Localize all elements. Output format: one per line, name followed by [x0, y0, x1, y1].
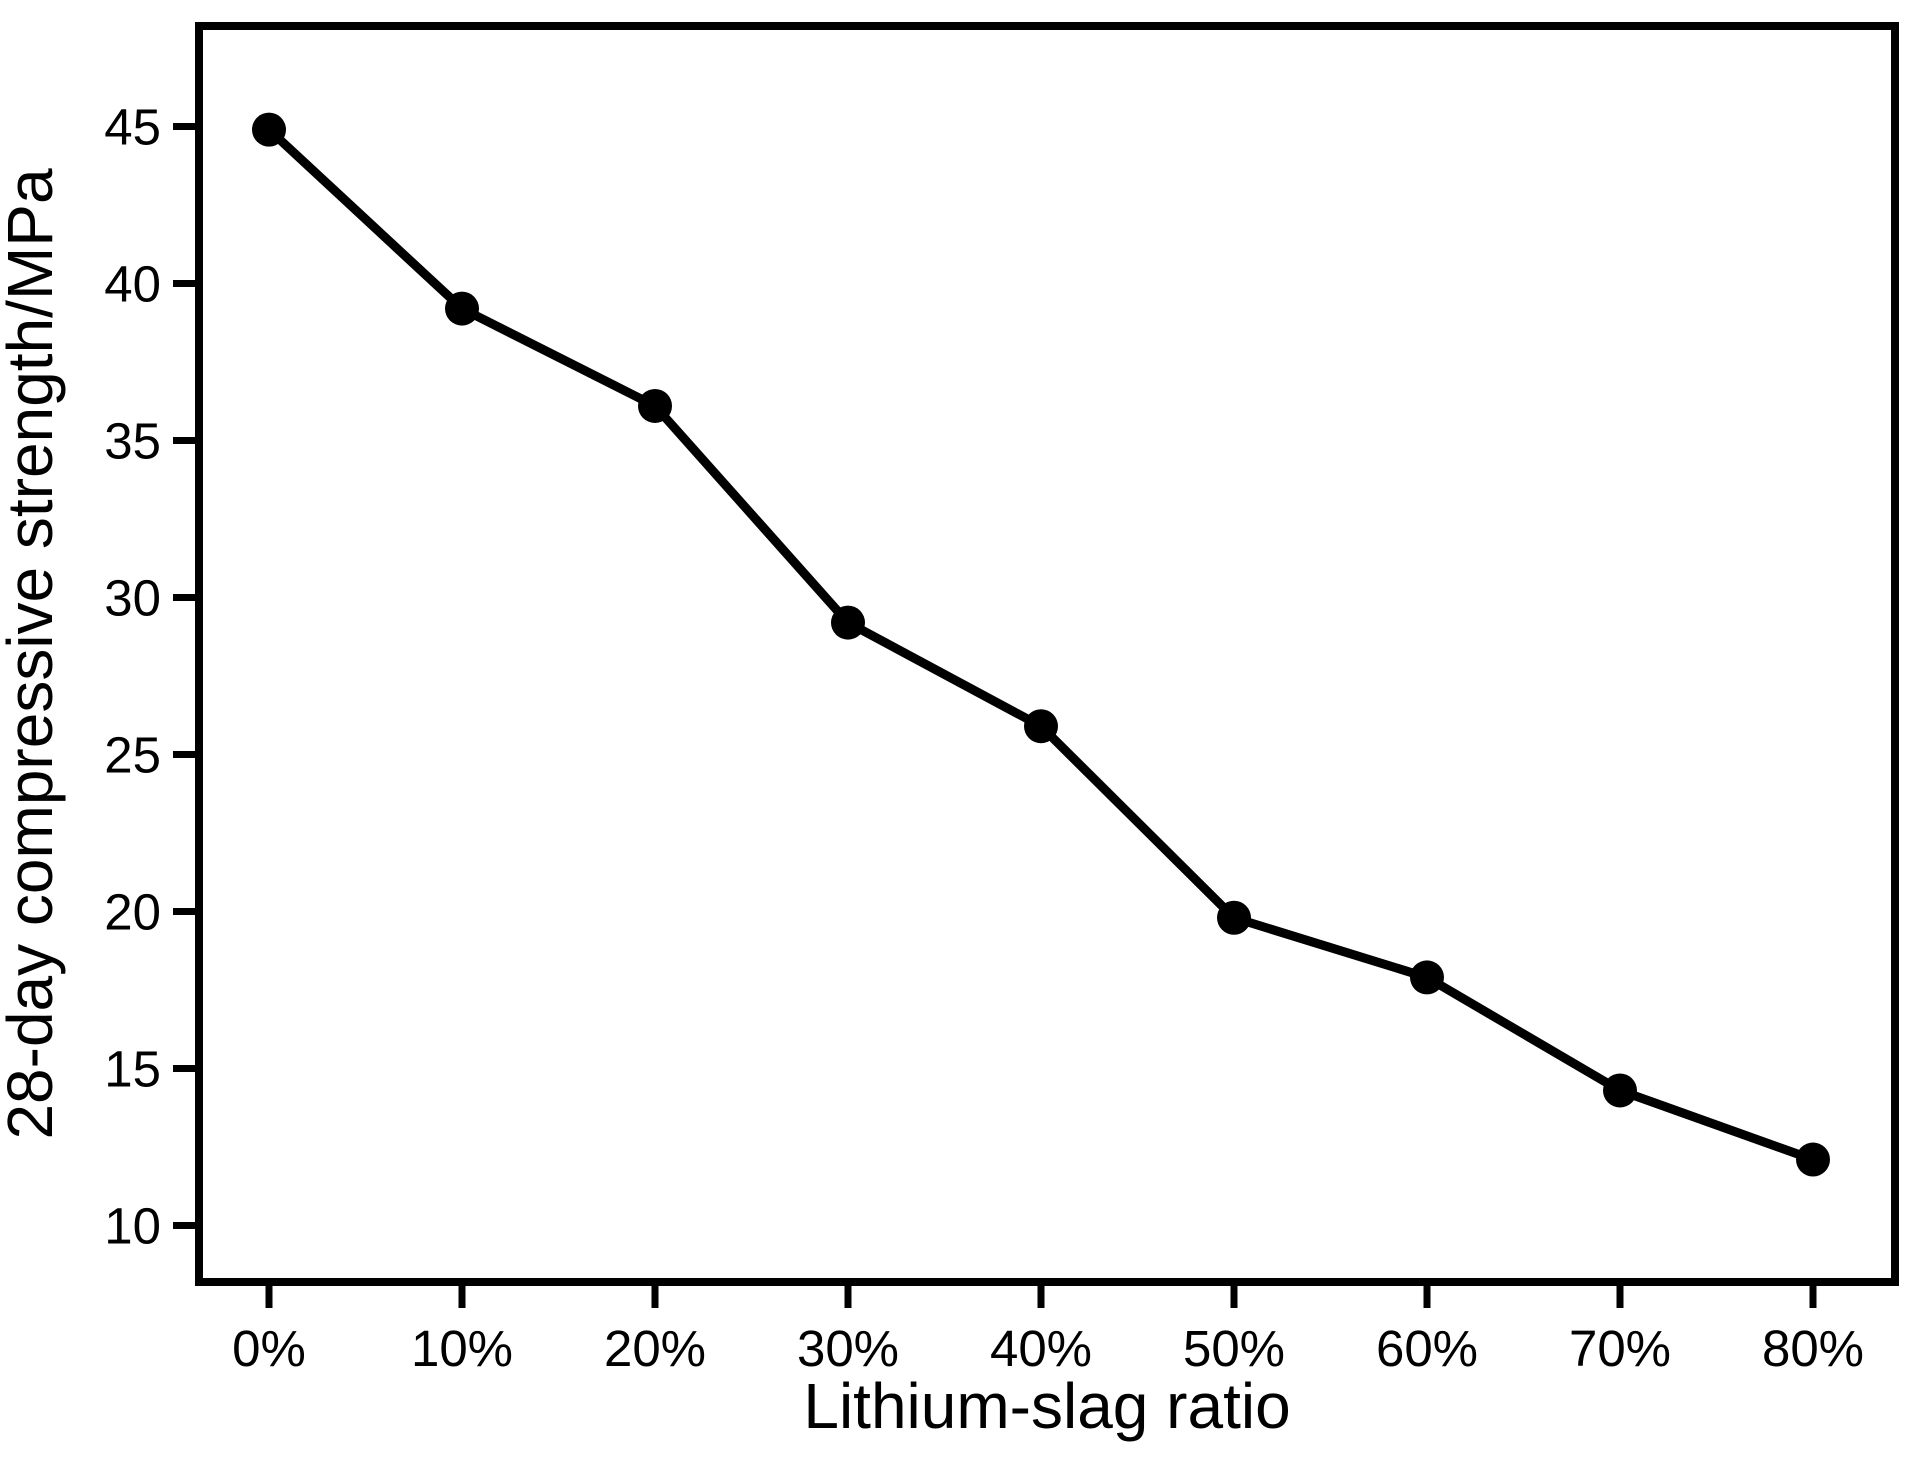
- data-point: [1024, 709, 1058, 744]
- y-tick-label: 35: [104, 412, 161, 469]
- data-point: [252, 112, 286, 147]
- y-tick-label: 30: [104, 569, 161, 626]
- data-point: [1603, 1073, 1637, 1108]
- data-point-markers: [252, 112, 1830, 1177]
- y-tick-label: 10: [104, 1197, 161, 1254]
- data-point: [445, 291, 479, 326]
- x-tick-label: 50%: [1183, 1320, 1285, 1377]
- y-tick-label: 20: [104, 883, 161, 940]
- x-tick-label: 20%: [604, 1320, 706, 1377]
- data-series-line: [264, 125, 1818, 1165]
- x-tick-label: 40%: [990, 1320, 1092, 1377]
- data-point: [1217, 900, 1251, 935]
- y-tick-label: 45: [104, 98, 161, 155]
- data-point: [1796, 1142, 1830, 1177]
- x-tick-label: 80%: [1762, 1320, 1864, 1377]
- x-tick-label: 70%: [1569, 1320, 1671, 1377]
- x-axis-ticks: 0% 10% 20% 30% 40% 50% 60% 70% 80%: [232, 1286, 1864, 1377]
- x-tick-label: 30%: [797, 1320, 899, 1377]
- y-axis-label: 28-day compressive strength/MPa: [0, 168, 66, 1140]
- y-axis-ticks: 10 15 20 25 30 35 40 45: [104, 98, 195, 1254]
- y-tick-label: 15: [104, 1040, 161, 1097]
- data-point: [638, 388, 672, 423]
- data-point: [831, 605, 865, 640]
- x-tick-label: 60%: [1376, 1320, 1478, 1377]
- y-tick-label: 40: [104, 255, 161, 312]
- y-tick-label: 25: [104, 726, 161, 783]
- x-axis-label: Lithium-slag ratio: [803, 1370, 1290, 1442]
- data-point: [1410, 960, 1444, 995]
- plot-area-border: [195, 22, 1899, 1286]
- x-tick-label: 0%: [232, 1320, 306, 1377]
- x-tick-label: 10%: [411, 1320, 513, 1377]
